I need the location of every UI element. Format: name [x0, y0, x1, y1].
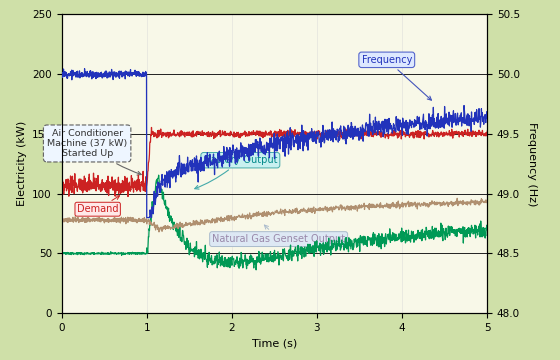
X-axis label: Time (s): Time (s) [252, 338, 297, 348]
Y-axis label: Electricity (kW): Electricity (kW) [17, 121, 26, 206]
Text: Demand: Demand [77, 196, 120, 214]
Text: Air Conditioner
Machine (37 kW)
Started Up: Air Conditioner Machine (37 kW) Started … [47, 129, 141, 175]
Text: Frequency: Frequency [362, 55, 431, 100]
Text: Natural Gas Genset Output: Natural Gas Genset Output [212, 225, 345, 244]
Text: Battery Output: Battery Output [195, 155, 277, 189]
Y-axis label: Frequency (Hz): Frequency (Hz) [527, 122, 537, 206]
